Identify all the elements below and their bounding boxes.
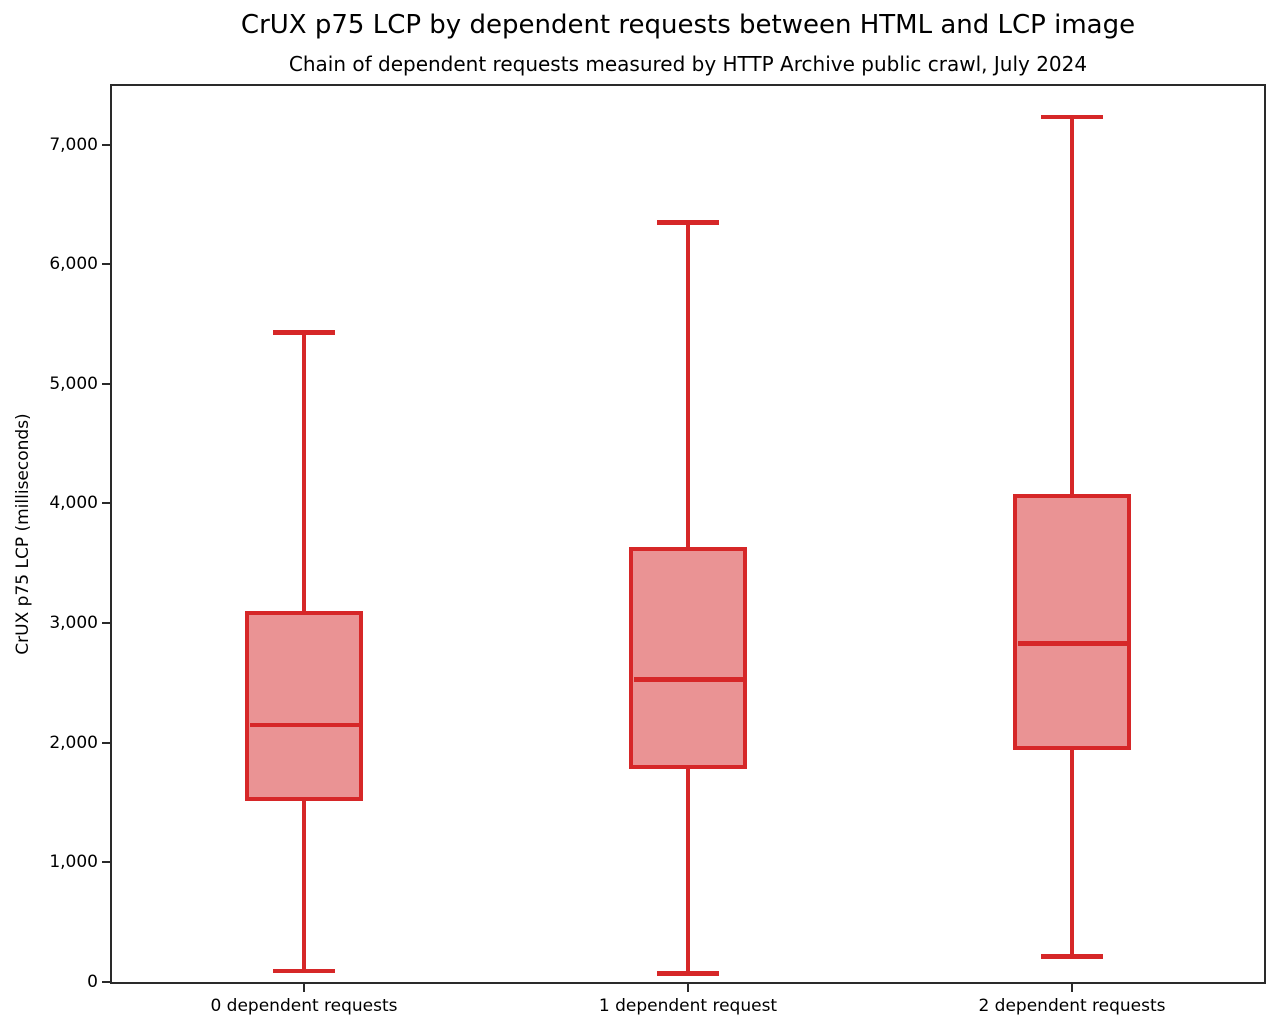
upper-whisker	[301, 332, 307, 614]
lower-whisker	[301, 798, 307, 972]
upper-whisker	[685, 222, 691, 549]
upper-whisker-cap	[1041, 114, 1103, 120]
median-line	[1017, 641, 1127, 646]
y-tick-label: 7,000	[49, 134, 98, 155]
chart-title: CrUX p75 LCP by dependent requests betwe…	[240, 10, 1136, 40]
chart-subtitle: Chain of dependent requests measured by …	[288, 52, 1088, 76]
plot-area: CrUX p75 LCP (milliseconds) 0 1,000 2,000 3…	[13, 84, 1266, 1016]
lower-whisker	[685, 766, 691, 974]
y-tick	[102, 502, 110, 505]
y-tick-label: 4,000	[49, 493, 98, 514]
x-tick-label: 2 dependent requests	[978, 996, 1166, 1016]
upper-whisker-cap	[657, 220, 719, 225]
lower-whisker	[1069, 747, 1075, 957]
x-tick	[303, 984, 305, 992]
y-tick	[102, 143, 110, 146]
y-tick-label: 5,000	[49, 373, 98, 394]
iqr-box	[245, 611, 363, 802]
y-tick	[102, 741, 110, 744]
y-tick-label: 1,000	[49, 852, 98, 873]
upper-whisker-cap	[273, 330, 335, 335]
upper-whisker	[1069, 117, 1075, 497]
y-tick	[102, 263, 110, 266]
x-tick	[1071, 984, 1073, 992]
lower-whisker-cap	[657, 971, 719, 976]
y-tick-label: 3,000	[49, 613, 98, 634]
y-tick	[102, 622, 110, 625]
y-tick	[102, 981, 110, 983]
y-tick	[102, 861, 110, 864]
x-tick-label: 0 dependent requests	[210, 996, 398, 1016]
iqr-box	[629, 546, 747, 769]
iqr-box	[1013, 494, 1131, 750]
y-tick-label: 2,000	[49, 732, 98, 753]
median-line	[633, 677, 743, 682]
median-line	[249, 722, 359, 728]
y-tick	[102, 382, 110, 385]
y-tick-label: 0	[87, 972, 98, 992]
x-tick	[687, 984, 689, 992]
lower-whisker-cap	[273, 968, 335, 974]
x-tick-label: 1 dependent request	[598, 996, 778, 1016]
y-tick-label: 6,000	[49, 254, 98, 275]
lower-whisker-cap	[1041, 954, 1103, 959]
